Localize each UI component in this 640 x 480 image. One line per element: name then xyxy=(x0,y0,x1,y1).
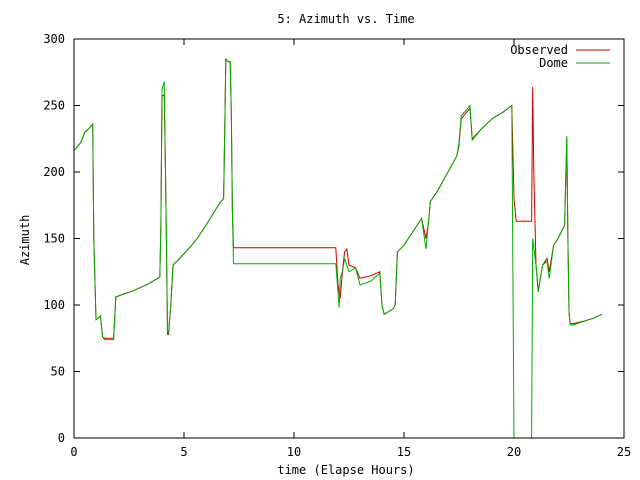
y-tick-label: 100 xyxy=(43,298,65,312)
x-tick-label: 5 xyxy=(180,445,187,459)
x-tick-label: 10 xyxy=(287,445,301,459)
y-axis-label: Azimuth xyxy=(18,215,32,266)
x-tick-label: 20 xyxy=(507,445,521,459)
plot-frame xyxy=(73,38,625,439)
y-tick-label: 50 xyxy=(51,365,65,379)
chart-title: 5: Azimuth vs. Time xyxy=(277,12,414,26)
y-tick-label: 300 xyxy=(43,32,65,46)
y-tick-label: 200 xyxy=(43,165,65,179)
y-tick-label: 150 xyxy=(43,232,65,246)
x-tick-label: 25 xyxy=(617,445,631,459)
legend-label-dome: Dome xyxy=(539,56,568,70)
series-group xyxy=(73,57,603,439)
series-line-dome xyxy=(73,57,603,439)
x-axis-label: time (Elapse Hours) xyxy=(277,463,414,477)
y-tick-label: 250 xyxy=(43,99,65,113)
y-tick-label: 0 xyxy=(58,431,65,445)
x-tick-label: 15 xyxy=(397,445,411,459)
legend-label-observed: Observed xyxy=(510,43,568,57)
x-tick-label: 0 xyxy=(70,445,77,459)
